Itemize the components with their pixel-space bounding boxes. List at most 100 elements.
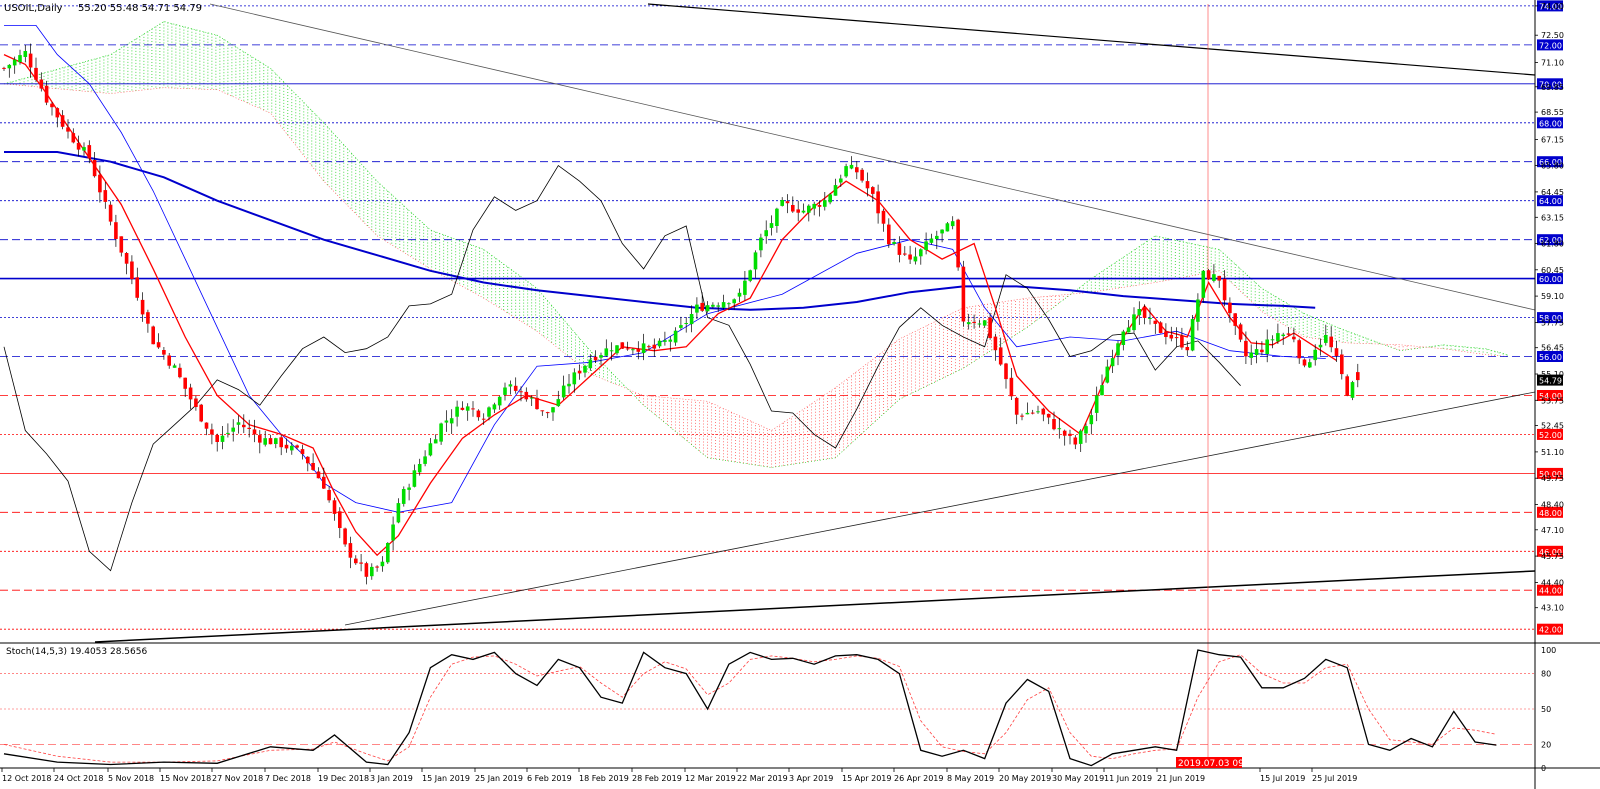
time-tick-label: 3 Jan 2019 (370, 774, 413, 783)
candle-body (375, 566, 379, 568)
candle-body (1249, 352, 1253, 358)
level-badge (1537, 584, 1563, 596)
time-tick-label: 11 Jun 2019 (1104, 774, 1152, 783)
candle-body (300, 449, 305, 455)
candle-body (433, 439, 438, 444)
candle-body (1052, 419, 1056, 430)
level-label: 46.00 (1539, 548, 1562, 557)
candle-body (103, 190, 108, 202)
candle-body (1185, 347, 1190, 351)
candle-body (636, 348, 641, 352)
trendlines (94, 3, 1536, 768)
level-label: 68.00 (1539, 119, 1562, 128)
time-tick-label: 15 Nov 2018 (160, 774, 211, 783)
candle-body (332, 500, 337, 514)
time-tick-label: 3 Apr 2019 (789, 774, 833, 783)
time-tick-label: 15 Jul 2019 (1260, 774, 1305, 783)
candle-body (561, 385, 566, 398)
candle-body (1014, 397, 1019, 415)
candle-body (982, 320, 987, 326)
candle-body (444, 420, 449, 423)
time-tick-label: 20 May 2019 (999, 774, 1051, 783)
level-label: 44.00 (1539, 587, 1562, 596)
candle-body (354, 558, 358, 564)
candle-body (689, 314, 694, 325)
level-badge (1537, 428, 1563, 440)
stochastic-panel: 1008050200 (0, 642, 1600, 773)
time-tick-label: 24 Oct 2018 (54, 774, 103, 783)
horizontal-levels: 74.00 72.00 70.00 68.00 66.00 64.00 62.00 60.00… (0, 0, 1563, 635)
candle-body (455, 406, 459, 417)
candle-body (684, 323, 688, 324)
candle-body (114, 222, 118, 239)
price-tick-label: 65.80 (1541, 162, 1564, 171)
kijun-sen-line (4, 24, 1326, 513)
candle-body (519, 391, 523, 393)
candle-body (737, 292, 742, 297)
top-trendline (647, 3, 1536, 76)
candle-body (135, 277, 139, 298)
candle-body (529, 397, 534, 399)
price-tick-label: 60.45 (1541, 266, 1564, 275)
level-label: 70.00 (1539, 80, 1562, 89)
candle-body (162, 350, 166, 355)
candle-body (945, 223, 950, 232)
candle-body (1217, 275, 1221, 281)
candle-body (497, 396, 502, 406)
candle-body (140, 299, 145, 315)
level-label: 74.00 (1539, 2, 1562, 11)
candle-body (359, 562, 363, 564)
level-badge (1537, 156, 1563, 168)
level-badge (1537, 545, 1563, 557)
candle-body (1292, 336, 1296, 340)
price-tick-label: 51.10 (1541, 448, 1564, 457)
price-tick-label: 69.85 (1541, 83, 1564, 92)
candle-body (785, 201, 790, 204)
candle-body (940, 229, 944, 234)
candle-body (855, 167, 859, 173)
candle-body (1313, 349, 1317, 361)
candle-body (50, 103, 54, 108)
candle-body (146, 312, 150, 324)
candle-body (199, 404, 203, 422)
candle-body (769, 223, 774, 228)
candle-body (641, 343, 646, 353)
time-tick-label: 15 Apr 2019 (842, 774, 891, 783)
stoch-main-line (3, 649, 1497, 767)
stoch-axis-label: 100 (1541, 646, 1556, 655)
candle-body (935, 235, 939, 239)
time-tick-label: 8 May 2019 (947, 774, 994, 783)
candle-body (343, 528, 347, 545)
candle-body (167, 355, 171, 366)
level-label: 50.00 (1539, 470, 1562, 479)
candle-body (423, 456, 427, 464)
candle-body (833, 185, 838, 196)
candle-body (1142, 307, 1147, 318)
candle-body (1046, 413, 1051, 418)
candle-body (1153, 320, 1158, 324)
candle-body (39, 79, 44, 89)
price-tick-label: 74.00 (1541, 2, 1564, 11)
candle-body (465, 406, 470, 411)
time-tick-label: 28 Feb 2019 (632, 774, 682, 783)
candle-body (775, 208, 779, 226)
candle-body (572, 372, 577, 385)
candle-body (401, 489, 406, 504)
candle-body (130, 261, 134, 280)
candle-body (556, 399, 561, 407)
candle-body (60, 115, 65, 127)
candle-body (1196, 299, 1200, 322)
candle-body (412, 470, 417, 487)
candle-body (1084, 426, 1088, 434)
candle-body (18, 55, 22, 63)
candle-body (791, 205, 795, 212)
candle-body (716, 305, 720, 307)
price-tick-label: 71.10 (1541, 58, 1564, 67)
candle-body (657, 340, 662, 347)
candle-body (1121, 331, 1126, 345)
level-label: 56.00 (1539, 353, 1562, 362)
time-tick-label: 7 Dec 2018 (265, 774, 311, 783)
level-label: 72.00 (1539, 41, 1562, 50)
